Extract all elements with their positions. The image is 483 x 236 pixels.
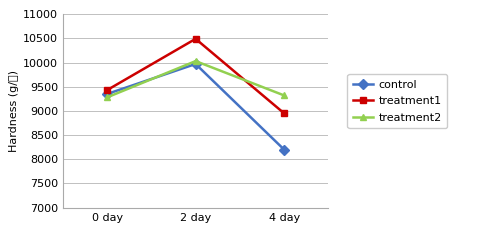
treatment2	[281, 94, 287, 97]
Line: control: control	[103, 60, 288, 153]
treatment2	[104, 96, 110, 99]
Line: treatment1: treatment1	[103, 35, 288, 117]
Y-axis label: Hardness (g/㎡): Hardness (g/㎡)	[9, 70, 19, 152]
control	[104, 93, 110, 95]
Legend: control, treatment1, treatment2: control, treatment1, treatment2	[347, 74, 447, 128]
control	[193, 63, 199, 65]
treatment2	[193, 60, 199, 63]
treatment1	[281, 112, 287, 115]
Line: treatment2: treatment2	[103, 58, 288, 101]
treatment1	[104, 89, 110, 92]
treatment1	[193, 38, 199, 40]
control	[281, 148, 287, 151]
